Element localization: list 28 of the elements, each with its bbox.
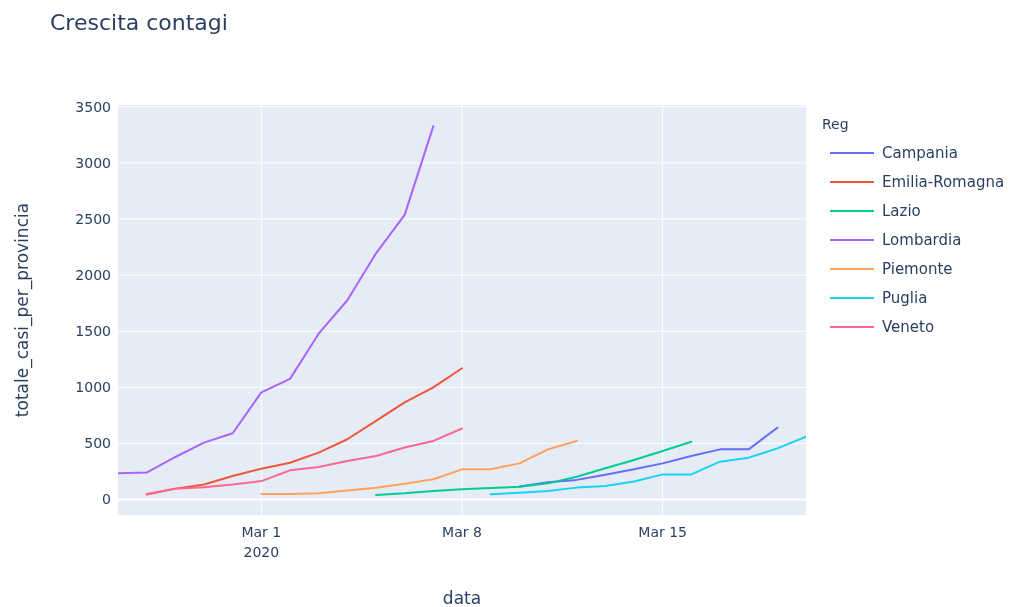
line-series	[260, 440, 578, 495]
y-tick-label: 1500	[75, 323, 111, 340]
line-series	[118, 125, 435, 475]
line-series	[518, 426, 779, 488]
y-tick-label: 500	[84, 435, 111, 452]
line-series	[375, 440, 693, 497]
legend-label: Campania	[882, 144, 958, 163]
y-tick-label: 0	[102, 491, 111, 508]
legend-label: Puglia	[882, 289, 928, 308]
legend-label: Piemonte	[882, 260, 953, 279]
line-series	[145, 427, 463, 495]
x-tick-label: Mar 1 2020	[241, 524, 282, 560]
chart-title: Crescita contagi	[50, 10, 228, 35]
x-tick-label: Mar 8	[442, 524, 482, 540]
legend-label: Lazio	[882, 202, 921, 221]
y-tick-label: 2000	[75, 267, 111, 283]
y-tick-label: 3500	[75, 98, 111, 115]
legend-label: Veneto	[882, 318, 935, 337]
legend-label: Emilia-Romagna	[882, 173, 1005, 192]
x-axis-title: data	[442, 588, 482, 607]
y-tick-label: 2500	[75, 210, 111, 227]
line-series	[489, 435, 806, 496]
legend-label: Lombardia	[882, 231, 962, 250]
y-axis-title: totale_casi_per_provincia	[12, 202, 33, 418]
legend-title: Reg	[822, 116, 849, 132]
y-tick-label: 1000	[75, 379, 111, 396]
y-tick-label: 3000	[75, 154, 111, 171]
x-tick-label: Mar 15	[638, 524, 688, 540]
